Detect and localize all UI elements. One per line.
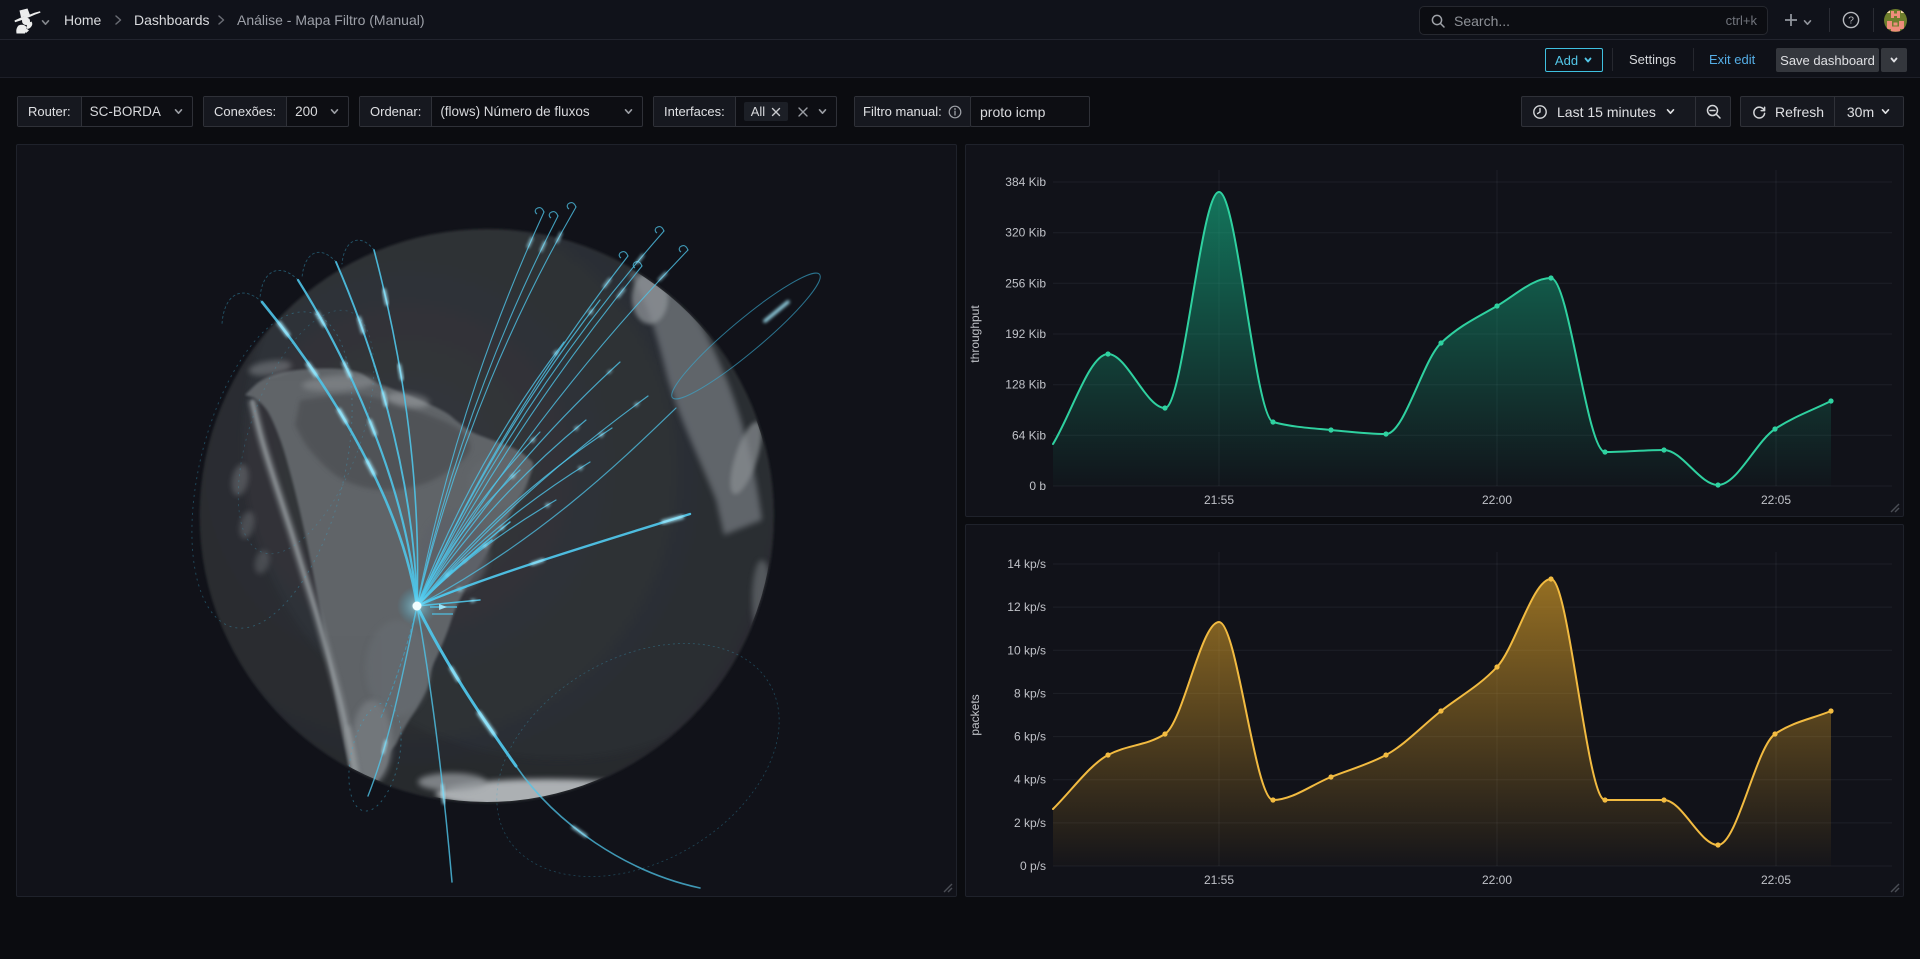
svg-text:packets: packets [968, 694, 982, 735]
svg-text:64 Kib: 64 Kib [1012, 428, 1046, 442]
svg-text:0 b: 0 b [1029, 479, 1046, 493]
svg-text:12 kp/s: 12 kp/s [1007, 600, 1046, 614]
svg-text:22:00: 22:00 [1482, 873, 1512, 887]
svg-text:128 Kib: 128 Kib [1005, 378, 1046, 392]
svg-text:22:05: 22:05 [1761, 873, 1791, 887]
svg-text:21:55: 21:55 [1204, 493, 1234, 507]
svg-text:6 kp/s: 6 kp/s [1014, 730, 1046, 744]
svg-text:8 kp/s: 8 kp/s [1014, 686, 1046, 700]
svg-text:0 p/s: 0 p/s [1020, 859, 1046, 873]
svg-text:22:00: 22:00 [1482, 493, 1512, 507]
svg-text:192 Kib: 192 Kib [1005, 327, 1046, 341]
svg-text:256 Kib: 256 Kib [1005, 276, 1046, 290]
svg-text:10 kp/s: 10 kp/s [1007, 643, 1046, 657]
svg-text:2 kp/s: 2 kp/s [1014, 816, 1046, 830]
svg-text:4 kp/s: 4 kp/s [1014, 773, 1046, 787]
svg-text:320 Kib: 320 Kib [1005, 226, 1046, 240]
svg-text:22:05: 22:05 [1761, 493, 1791, 507]
svg-text:?: ? [1848, 15, 1854, 27]
svg-text:384 Kib: 384 Kib [1005, 175, 1046, 189]
svg-text:21:55: 21:55 [1204, 873, 1234, 887]
svg-text:14 kp/s: 14 kp/s [1007, 557, 1046, 571]
svg-text:throughput: throughput [968, 305, 982, 363]
